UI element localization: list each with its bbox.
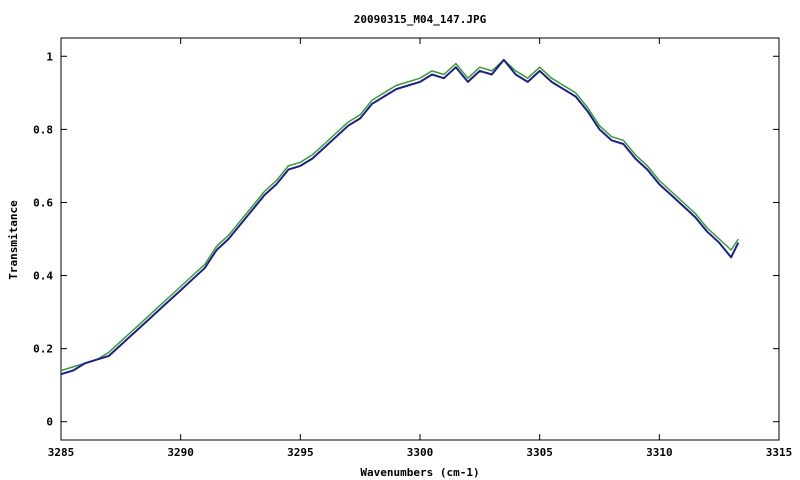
y-axis-label: Transmitance [7,200,20,280]
chart-title: 20090315_M04_147.JPG [354,13,487,26]
y-tick-label: 0 [46,416,53,429]
series-layer [60,58,740,376]
x-tick-label: 3300 [407,446,434,459]
y-tick-label: 0.8 [33,123,53,136]
x-tick-label: 3290 [167,446,194,459]
y-axis-ticks: 0 0.2 0.4 0.6 0.8 1 [33,50,779,429]
x-tick-label: 3295 [287,446,314,459]
y-tick-label: 0.6 [33,196,53,209]
series-line-1 [60,59,739,372]
series-line-2 [60,58,740,376]
x-axis-label: Wavenumbers (cm-1) [360,466,479,479]
x-tick-label: 3310 [646,446,673,459]
y-tick-label: 0.2 [33,343,53,356]
x-tick-label: 3305 [526,446,553,459]
x-axis-ticks: 3285 3290 3295 3300 3305 3310 3315 [48,38,793,459]
x-tick-label: 3315 [766,446,793,459]
y-tick-label: 1 [46,50,53,63]
x-tick-label: 3285 [48,446,75,459]
y-tick-label: 0.4 [33,270,53,283]
